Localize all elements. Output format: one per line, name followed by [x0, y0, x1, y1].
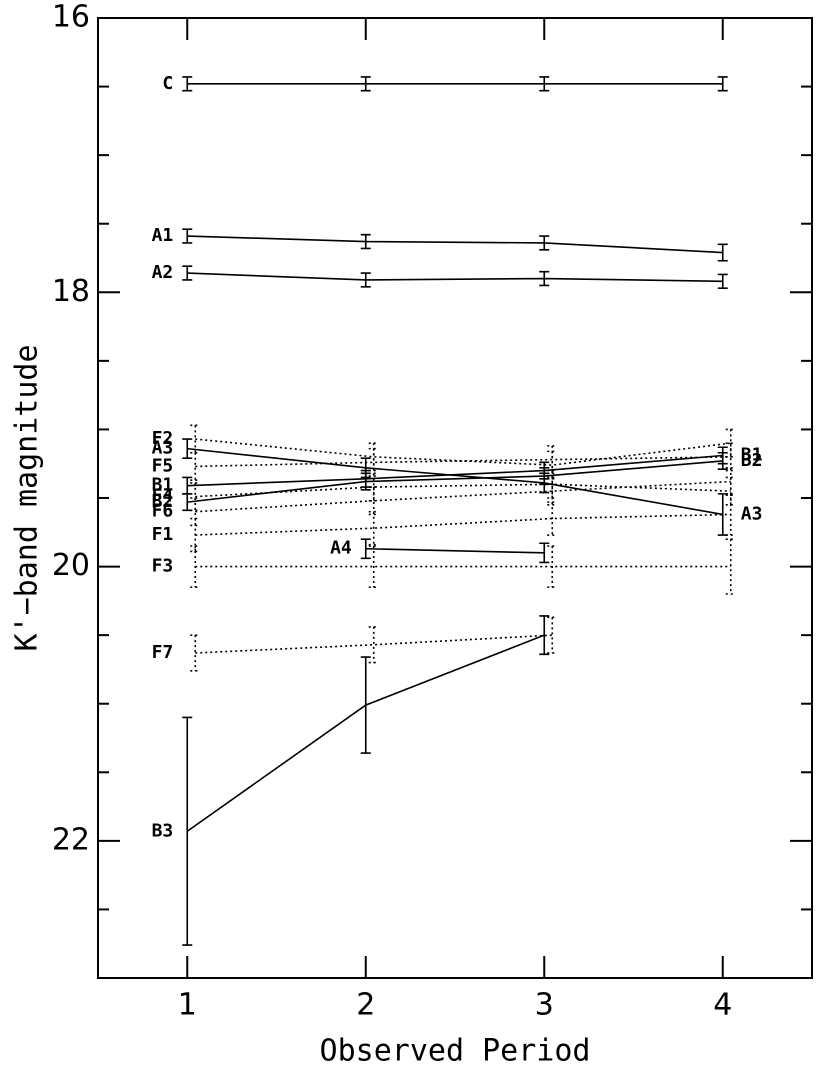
series-label: A4 [330, 538, 352, 559]
error-bar [539, 235, 550, 251]
error-bar [360, 272, 371, 288]
series-line [195, 456, 731, 468]
x-tick-label: 3 [535, 988, 554, 1023]
series-end-label: B1 [741, 444, 763, 465]
series-line [187, 235, 723, 254]
series-label: B2 [152, 491, 174, 512]
y-tick-label: 16 [52, 0, 90, 35]
error-bar [190, 451, 201, 481]
y-tick-label: 18 [52, 274, 90, 309]
y-tick-label: 22 [52, 822, 90, 857]
y-axis-label: K'−band magnitude [10, 344, 45, 651]
series-label: F4 [152, 486, 174, 507]
error-bar [717, 243, 728, 262]
series-label: F5 [152, 455, 174, 476]
error-bar [539, 542, 550, 564]
error-bar [182, 438, 193, 460]
error-bar [547, 501, 558, 536]
series-line [195, 513, 731, 536]
error-bar [725, 493, 736, 536]
error-bar [190, 482, 201, 512]
series-label: A1 [152, 225, 174, 246]
error-bar [547, 445, 558, 475]
series-label: B3 [152, 820, 174, 841]
error-bar [725, 428, 736, 458]
series-line [187, 272, 723, 283]
series-label: F7 [152, 642, 174, 663]
error-bar [547, 476, 558, 506]
x-tick-label: 4 [713, 988, 732, 1023]
error-bar [547, 616, 558, 654]
series-label: C [162, 73, 173, 94]
error-bar [368, 486, 379, 516]
error-bar [717, 76, 728, 92]
series-end-label: A3 [741, 503, 763, 524]
series-line [187, 447, 723, 516]
series-line [365, 547, 545, 554]
error-bar [717, 273, 728, 289]
error-bar [725, 538, 736, 595]
series-label: F3 [152, 556, 174, 577]
error-bar [190, 634, 201, 672]
series-label: F1 [152, 524, 174, 545]
plot-frame [97, 17, 813, 979]
error-bar [539, 76, 550, 92]
error-bar [360, 233, 371, 250]
series-label: A3 [152, 438, 174, 459]
error-bar [368, 447, 379, 477]
error-bar [182, 716, 193, 946]
error-bar [725, 442, 736, 472]
error-bar [182, 265, 193, 281]
series-end-label: B2 [741, 450, 763, 471]
error-bar [539, 615, 550, 656]
error-bar [368, 626, 379, 664]
series-line [187, 454, 723, 487]
error-bar [539, 270, 550, 287]
error-bar [717, 451, 728, 470]
series-line [195, 480, 731, 513]
series-label: B1 [152, 475, 174, 496]
error-bar [360, 538, 371, 560]
series-label: A2 [152, 262, 174, 283]
error-bar [547, 545, 558, 588]
series-label: F6 [152, 501, 174, 522]
error-bar [182, 76, 193, 92]
series-line [195, 483, 731, 498]
error-bar [368, 510, 379, 546]
error-bar [368, 545, 379, 588]
x-tick-label: 1 [178, 988, 197, 1023]
error-bar [190, 545, 201, 588]
error-bar [182, 228, 193, 244]
x-axis-label: Observed Period [320, 1034, 591, 1069]
series-label: F2 [152, 428, 174, 449]
y-tick-label: 20 [52, 548, 90, 583]
error-bar [360, 656, 371, 754]
error-bar [360, 76, 371, 92]
x-tick-label: 2 [356, 988, 375, 1023]
